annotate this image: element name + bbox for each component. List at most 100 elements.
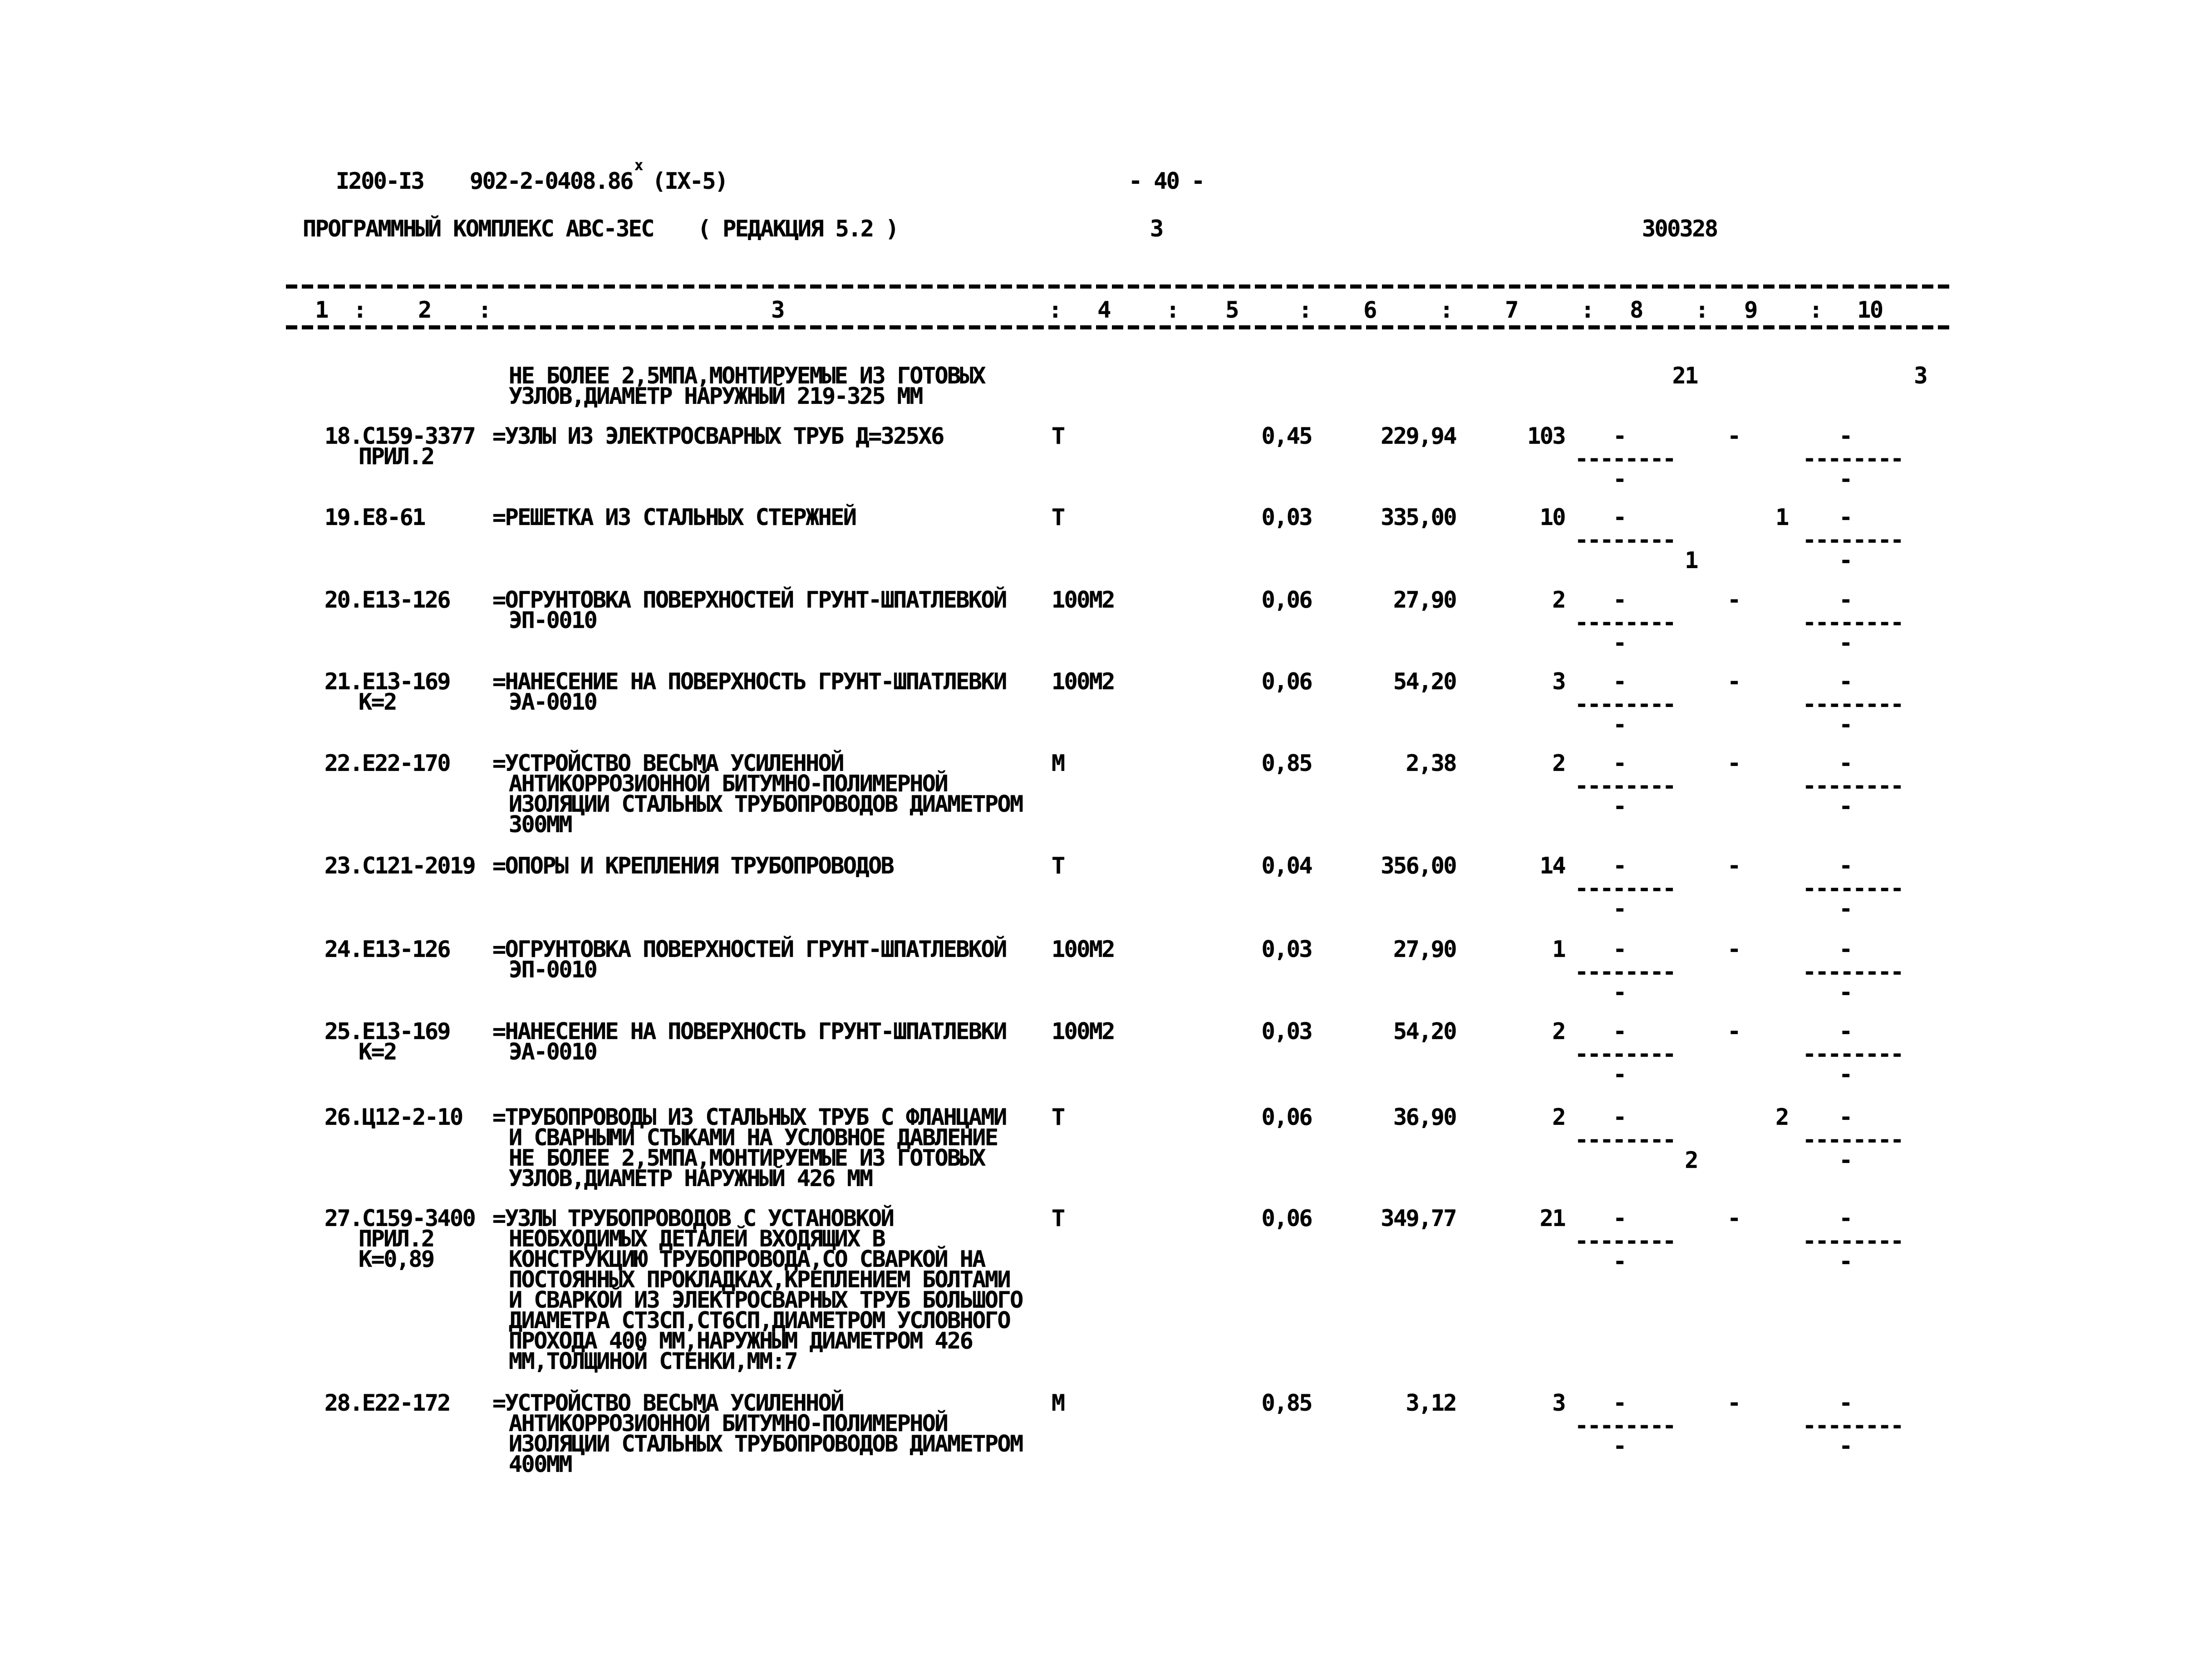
count-cell: 21 (1539, 1205, 1566, 1231)
column-header-8: 8 (1630, 297, 1643, 323)
row-id-note: К=2 (359, 1039, 397, 1065)
qty-cell: 0,06 (1261, 587, 1313, 613)
row-id: 27.С159-3400 (324, 1205, 476, 1231)
dashed-rule-top (286, 284, 1949, 289)
qty-cell: 0,45 (1261, 423, 1313, 449)
column-separator: : (1695, 297, 1709, 323)
price-cell: 27,90 (1393, 587, 1457, 613)
column-separator: : (353, 297, 367, 323)
col9-cell: 1 (1775, 504, 1789, 530)
row-id: 23.С121-2019 (324, 853, 476, 879)
col10-divider: -------- (1803, 1228, 1904, 1254)
unit-cell: 100М2 (1052, 587, 1116, 613)
row-desc-line: 400ММ (509, 1451, 573, 1477)
row-desc-line: =УЗЛЫ ИЗ ЭЛЕКТРОСВАРНЫХ ТРУБ Д=325Х6 (492, 423, 944, 449)
row-desc-line: УЗЛОВ,ДИАМЕТР НАРУЖНЫЙ 219-325 ММ (509, 383, 923, 409)
col8-bottom: - (1613, 630, 1627, 656)
row-desc-line: =НАНЕСЕНИЕ НА ПОВЕРХНОСТЬ ГРУНТ-ШПАТЛЕВК… (492, 668, 1007, 695)
col9-cell: - (1727, 1390, 1741, 1416)
row-desc-line: АНТИКОРРОЗИОННОЙ БИТУМНО-ПОЛИМЕРНОЙ (509, 770, 949, 797)
col10-top: - (1839, 504, 1853, 530)
qty-cell: 0,06 (1261, 1205, 1313, 1231)
qty-cell: 0,03 (1261, 936, 1313, 962)
col8-top: - (1613, 1205, 1627, 1231)
row-desc-line: =ОГРУНТОВКА ПОВЕРХНОСТЕЙ ГРУНТ-ШПАТЛЕВКО… (492, 936, 1007, 962)
col8-value: 21 (1672, 363, 1699, 389)
price-cell: 27,90 (1393, 936, 1457, 962)
row-desc-line: ЭП-0010 (509, 956, 598, 983)
col8-divider: -------- (1575, 959, 1676, 985)
col8-bottom: - (1613, 793, 1627, 819)
row-desc-line: =ОПОРЫ И КРЕПЛЕНИЯ ТРУБОПРОВОДОВ (492, 853, 895, 879)
col8-divider: -------- (1575, 691, 1676, 717)
col10-bottom: - (1839, 547, 1853, 574)
program-name: ПРОГРАММНЫЙ КОМПЛЕКС АВС-3ЕС (303, 216, 654, 242)
col8-bottom: - (1613, 896, 1627, 922)
column-separator: : (1298, 297, 1312, 323)
col8-divider: -------- (1575, 1228, 1676, 1254)
column-separator: : (1048, 297, 1062, 323)
col10-top: - (1839, 423, 1853, 449)
count-cell: 3 (1552, 668, 1566, 695)
col10-bottom: - (1839, 1433, 1853, 1459)
price-cell: 54,20 (1393, 668, 1457, 695)
col10-divider: -------- (1803, 959, 1904, 985)
column-header-2: 2 (418, 297, 432, 323)
doc-code: 902-2-0408.86 (470, 168, 634, 194)
col8-divider: -------- (1575, 446, 1676, 472)
price-cell: 54,20 (1393, 1018, 1457, 1044)
row-desc-line: ПОСТОЯННЫХ ПРОКЛАДКАХ,КРЕПЛЕНИЕМ БОЛТАМИ (509, 1266, 1011, 1293)
price-cell: 3,12 (1406, 1390, 1457, 1416)
col10-divider: -------- (1803, 527, 1904, 553)
unit-cell: Т (1052, 1205, 1065, 1231)
count-cell: 1 (1552, 936, 1566, 962)
row-desc-line: =ТРУБОПРОВОДЫ ИЗ СТАЛЬНЫХ ТРУБ С ФЛАНЦАМ… (492, 1104, 1007, 1130)
order-number: 300328 (1642, 216, 1718, 242)
doc-code-superscript: х (634, 157, 643, 174)
col8-bottom: 2 (1685, 1147, 1698, 1173)
column-separator: : (1809, 297, 1823, 323)
col8-bottom: - (1613, 1248, 1627, 1275)
col10-divider: -------- (1803, 446, 1904, 472)
row-desc-line: УЗЛОВ,ДИАМЕТР НАРУЖНЫЙ 426 ММ (509, 1165, 873, 1191)
column-header-10: 10 (1857, 297, 1883, 323)
col8-bottom: - (1613, 711, 1627, 738)
col9-cell: - (1727, 853, 1741, 879)
col8-divider: -------- (1575, 773, 1676, 799)
col10-top: - (1839, 1205, 1853, 1231)
column-header-1: 1 (315, 297, 329, 323)
count-cell: 14 (1539, 853, 1566, 879)
unit-cell: Т (1052, 504, 1065, 530)
doc-series: (IX-5) (652, 168, 728, 194)
col8-top: - (1613, 504, 1627, 530)
row-id: 21.Е13-169 (324, 668, 451, 695)
price-cell: 229,94 (1381, 423, 1457, 449)
col9-cell: - (1727, 668, 1741, 695)
col10-bottom: - (1839, 1061, 1853, 1088)
qty-cell: 0,06 (1261, 668, 1313, 695)
row-desc-line: И СВАРНЫМИ СТЫКАМИ НА УСЛОВНОЕ ДАВЛЕНИЕ (509, 1124, 998, 1151)
unit-cell: 100М2 (1052, 936, 1116, 962)
qty-cell: 0,85 (1261, 750, 1313, 776)
column-separator: : (478, 297, 492, 323)
col10-divider: -------- (1803, 1127, 1904, 1153)
col10-bottom: - (1839, 896, 1853, 922)
count-cell: 2 (1552, 587, 1566, 613)
row-desc-line: КОНСТРУКЦИЮ ТРУБОПРОВОДА,СО СВАРКОЙ НА (509, 1246, 986, 1272)
col8-top: - (1613, 1390, 1627, 1416)
col8-top: - (1613, 423, 1627, 449)
count-cell: 103 (1527, 423, 1566, 449)
col10-bottom: - (1839, 711, 1853, 738)
row-desc-line: ИЗОЛЯЦИИ СТАЛЬНЫХ ТРУБОПРОВОДОВ ДИАМЕТРО… (509, 791, 1023, 817)
column-header-4: 4 (1097, 297, 1111, 323)
price-cell: 349,77 (1381, 1205, 1457, 1231)
row-desc-line: ММ,ТОЛЩИНОЙ СТЕНКИ,ММ:7 (509, 1348, 798, 1374)
row-id: 22.Е22-170 (324, 750, 451, 776)
col9-cell: - (1727, 1205, 1741, 1231)
row-id: 19.Е8-61 (324, 504, 426, 530)
row-id-note: К=0,89 (359, 1246, 435, 1272)
col8-divider: -------- (1575, 1412, 1676, 1439)
col10-divider: -------- (1803, 691, 1904, 717)
price-cell: 2,38 (1406, 750, 1457, 776)
